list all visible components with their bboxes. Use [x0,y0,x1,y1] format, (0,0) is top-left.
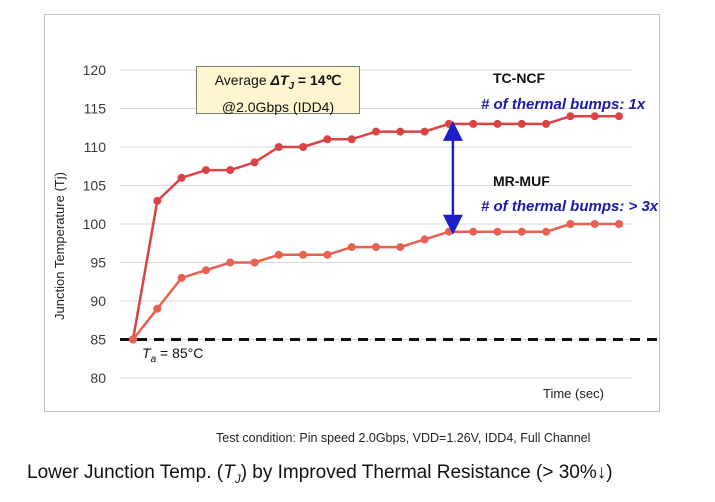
series-label-mr-muf: MR-MUF [493,173,550,189]
series-label-tc-ncf: TC-NCF [493,70,546,86]
point-tc-ncf-16 [517,119,526,128]
average-delta-box: Average ΔTJ = 14℃ @2.0Gbps (IDD4) [196,66,360,115]
y-tick-105: 105 [83,178,107,194]
caption-sub: J [234,471,241,486]
point-mr-muf-16 [517,227,526,236]
y-tick-100: 100 [83,216,107,232]
point-mr-muf-1 [153,304,162,313]
point-tc-ncf-7 [299,143,308,151]
point-tc-ncf-17 [542,119,551,128]
point-tc-ncf-20 [615,112,623,121]
slide-caption: Lower Junction Temp. (TJ) by Improved Th… [27,462,613,486]
caption-prefix: Lower Junction Temp. ( [27,462,224,483]
point-mr-muf-17 [542,227,551,236]
avg-prefix: Average [214,72,271,88]
point-mr-muf-6 [274,250,283,259]
point-tc-ncf-2 [177,173,186,182]
y-tick-85: 85 [90,332,106,348]
point-tc-ncf-5 [250,158,259,167]
point-tc-ncf-11 [396,127,405,136]
tc-ncf-bumps-note: # of thermal bumps: 1x [481,96,646,113]
point-tc-ncf-1 [153,196,162,205]
point-tc-ncf-15 [493,119,502,128]
point-tc-ncf-14 [469,119,478,128]
series-line-mr-muf [132,222,619,341]
point-tc-ncf-12 [420,127,429,136]
point-mr-muf-19 [590,220,599,228]
y-tick-95: 95 [90,255,106,271]
x-axis-title: Time (sec) [543,386,604,401]
series-layer [129,112,623,344]
point-tc-ncf-9 [347,135,356,144]
y-tick-120: 120 [83,62,107,78]
avg-value: = 14℃ [294,72,342,88]
point-mr-muf-11 [396,243,405,252]
point-tc-ncf-19 [590,112,599,121]
mr-muf-bumps-note: # of thermal bumps: > 3x [481,198,659,215]
y-tick-90: 90 [90,293,106,309]
caption-suffix: ) by Improved Thermal Resistance (> 30%↓… [240,462,613,483]
avg-line-2: @2.0Gbps (IDD4) [221,98,335,115]
chart-svg: 80 85 90 95 100 105 110 115 120 Junction Tempera… [52,62,659,401]
point-mr-muf-0 [129,335,137,344]
point-mr-muf-3 [201,266,210,275]
y-tick-115: 115 [84,101,107,117]
point-mr-muf-13 [444,227,453,236]
point-mr-muf-9 [347,243,356,252]
caption-t: T [223,462,235,483]
point-mr-muf-4 [226,258,235,267]
point-mr-muf-7 [299,250,308,259]
y-tick-80: 80 [90,370,106,386]
point-tc-ncf-4 [226,166,235,175]
point-tc-ncf-13 [444,119,453,128]
avg-delta-sub: J [288,80,295,92]
avg-delta-symbol: ΔT [270,72,289,88]
point-tc-ncf-18 [566,112,575,121]
avg-line-1: Average ΔTJ = 14℃ [197,70,359,97]
y-tick-labels: 80 85 90 95 100 105 110 115 120 [83,62,107,386]
point-mr-muf-8 [323,250,332,259]
point-mr-muf-18 [566,220,575,228]
y-tick-110: 110 [84,139,107,155]
point-tc-ncf-10 [372,127,380,136]
chart-frame [44,14,660,412]
point-mr-muf-10 [372,243,380,252]
test-condition-note: Test condition: Pin speed 2.0Gbps, VDD=1… [216,431,591,445]
point-tc-ncf-3 [201,166,210,175]
y-axis-title: Junction Temperature (Tj) [52,172,67,320]
point-tc-ncf-8 [323,135,332,144]
ambient-label: Ta = 85°C [142,345,203,365]
point-mr-muf-12 [420,235,429,244]
point-mr-muf-2 [177,273,186,282]
point-mr-muf-20 [615,220,623,228]
point-mr-muf-15 [493,227,502,236]
point-mr-muf-14 [469,227,478,236]
point-mr-muf-5 [250,258,259,267]
point-tc-ncf-6 [274,143,283,151]
